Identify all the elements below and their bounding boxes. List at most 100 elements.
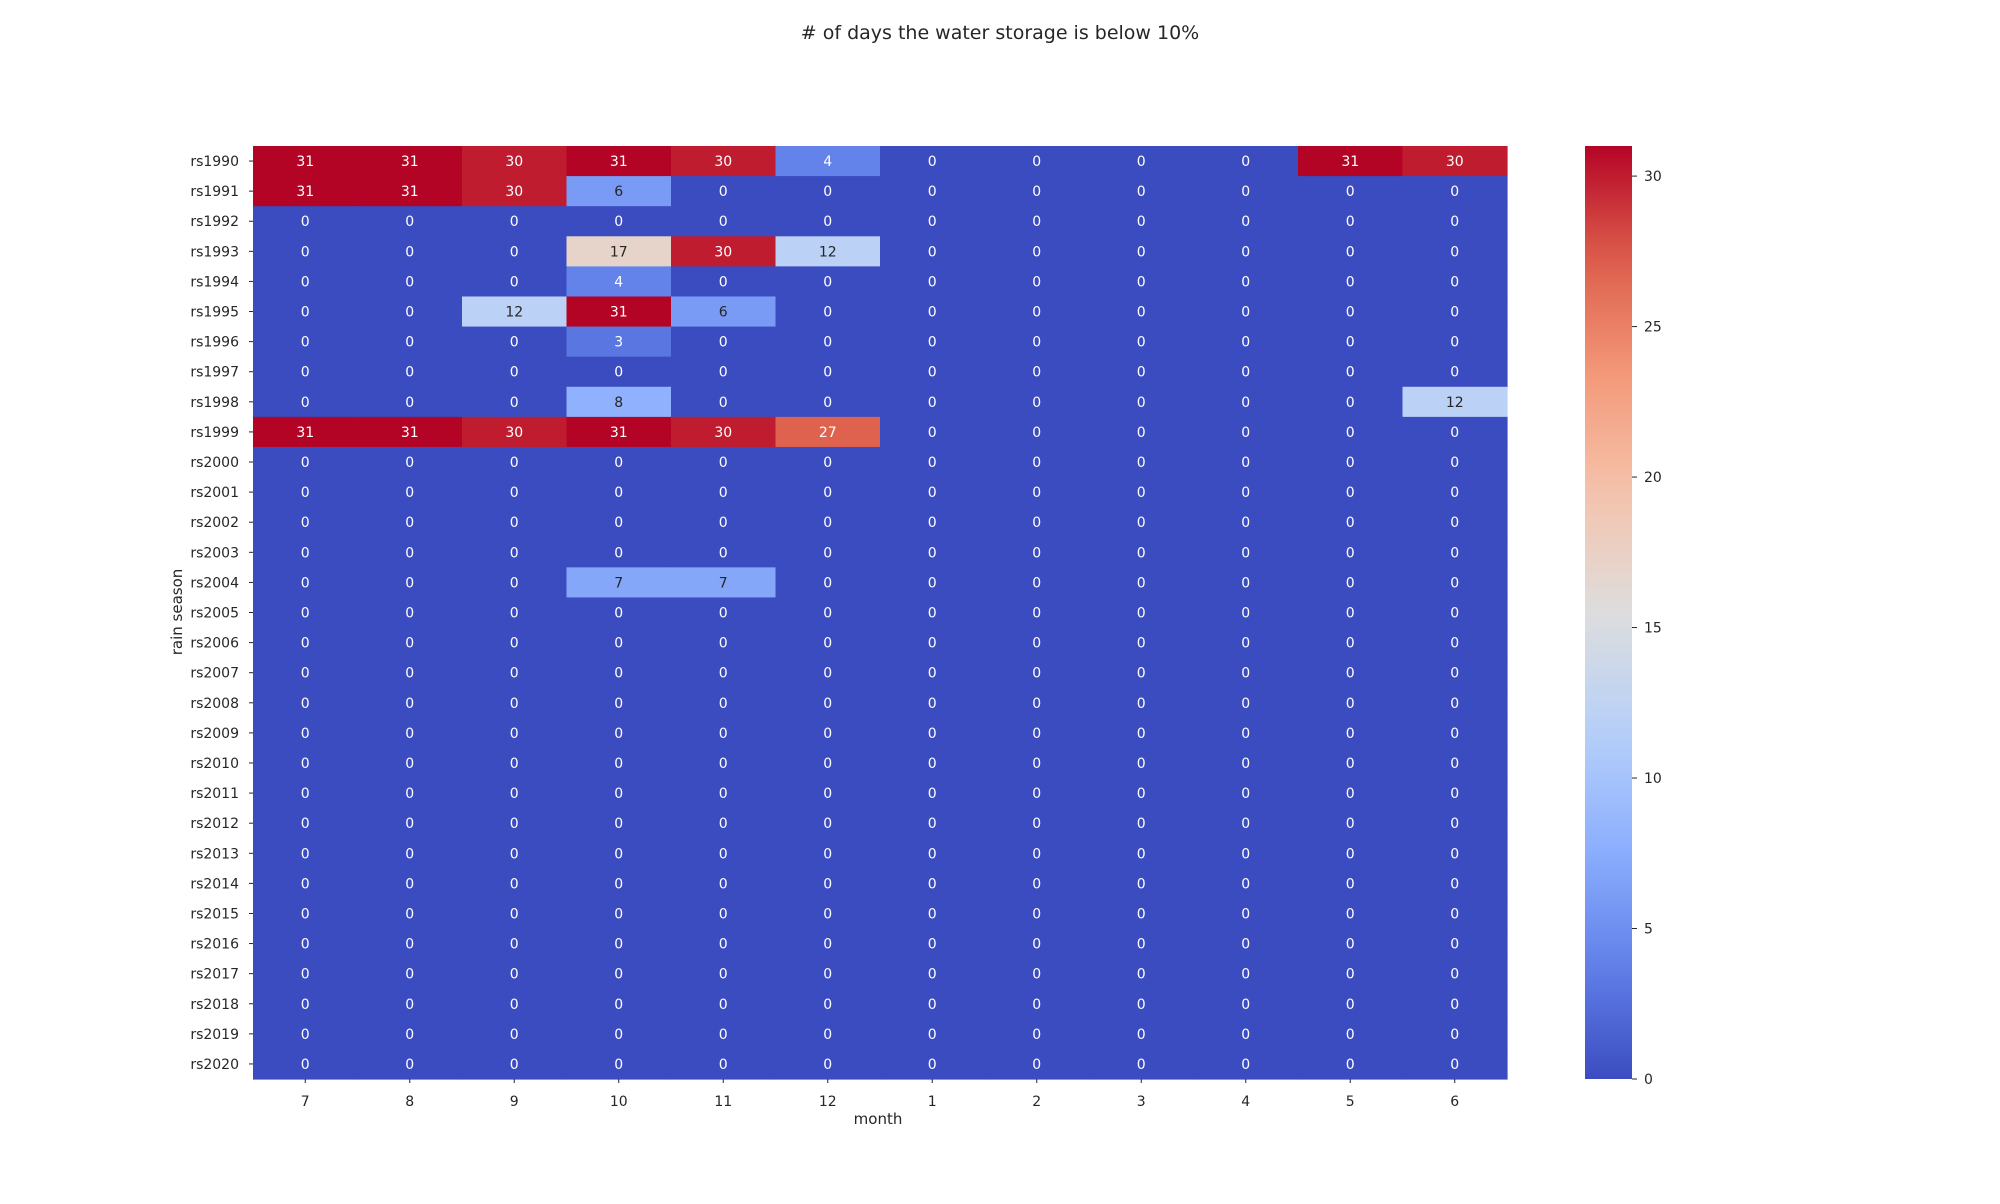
heatmap-cell	[1089, 537, 1195, 568]
heatmap-cell	[984, 567, 1090, 599]
colorbar-tick-label: 25	[1644, 320, 1662, 336]
cell-value-label: 0	[510, 545, 519, 561]
cell-value-label: 0	[1137, 606, 1146, 622]
cell-value-label: 0	[1450, 274, 1459, 290]
heatmap-cell	[253, 1048, 359, 1080]
cell-value-label: 0	[510, 967, 519, 983]
heatmap-cell	[775, 958, 881, 990]
heatmap-cell	[984, 958, 1090, 990]
heatmap-cell	[671, 507, 777, 538]
heatmap-cell	[984, 747, 1090, 779]
heatmap-cell	[253, 236, 359, 267]
cell-value-label: 0	[1450, 636, 1459, 652]
cell-value-label: 30	[505, 154, 523, 170]
cell-value-label: 4	[614, 274, 623, 290]
heatmap-cell	[880, 507, 986, 538]
heatmap-cell	[880, 898, 986, 930]
cell-value-label: 0	[405, 786, 414, 802]
heatmap-cell	[462, 747, 568, 779]
heatmap-cell	[1298, 778, 1404, 809]
cell-value-label: 0	[1032, 515, 1041, 531]
heatmap-cell	[1193, 416, 1299, 448]
cell-value-label: 0	[823, 575, 832, 591]
cell-value-label: 0	[1346, 545, 1355, 561]
cell-value-label: 0	[719, 606, 728, 622]
cell-value-label: 30	[714, 154, 732, 170]
cell-value-label: 4	[823, 154, 832, 170]
cell-value-label: 0	[823, 1057, 832, 1073]
y-tick-label: rs2013	[190, 846, 239, 862]
heatmap-cell	[1298, 446, 1404, 478]
cell-value-label: 0	[1346, 575, 1355, 591]
heatmap-cell	[1089, 146, 1195, 177]
heatmap-cell	[1193, 1048, 1299, 1080]
heatmap-cell	[462, 356, 568, 388]
heatmap-cell	[1298, 236, 1404, 267]
cell-value-label: 0	[1137, 214, 1146, 230]
heatmap-cell	[1193, 898, 1299, 930]
heatmap-cell	[880, 266, 986, 298]
cell-value-label: 0	[719, 274, 728, 290]
cell-value-label: 0	[1137, 395, 1146, 411]
cell-value-label: 0	[614, 846, 623, 862]
heatmap-cell	[1089, 416, 1195, 448]
cell-value-label: 0	[1346, 335, 1355, 351]
cell-value-label: 0	[1450, 485, 1459, 501]
heatmap-cell	[984, 146, 1090, 177]
heatmap-cell	[1402, 747, 1508, 779]
cell-value-label: 0	[1450, 666, 1459, 682]
cell-value-label: 0	[928, 906, 937, 922]
cell-value-label: 0	[1032, 666, 1041, 682]
heatmap-cell	[253, 808, 359, 839]
cell-value-label: 0	[1032, 244, 1041, 260]
cell-value-label: 0	[1450, 214, 1459, 230]
heatmap-cell	[671, 687, 777, 719]
cell-value-label: 0	[1450, 726, 1459, 742]
heatmap-cell	[566, 507, 672, 538]
heatmap-cell	[1298, 627, 1404, 659]
cell-value-label: 0	[928, 184, 937, 200]
cell-value-label: 0	[1346, 244, 1355, 260]
cell-value-label: 0	[1346, 846, 1355, 862]
heatmap-cell	[671, 1018, 777, 1050]
heatmap-cell	[1193, 717, 1299, 749]
y-tick-label: rs2000	[190, 455, 239, 471]
cell-value-label: 0	[1450, 575, 1459, 591]
cell-value-label: 0	[928, 846, 937, 862]
heatmap-cell	[1298, 1018, 1404, 1050]
cell-value-label: 0	[301, 786, 310, 802]
heatmap-cell	[462, 627, 568, 659]
heatmap-cell	[671, 537, 777, 568]
y-tick-label: rs2018	[190, 997, 239, 1013]
heatmap-cell	[1089, 446, 1195, 478]
cell-value-label: 0	[1241, 636, 1250, 652]
heatmap-cell	[357, 988, 463, 1020]
heatmap-cell	[1298, 567, 1404, 599]
heatmap-cell	[775, 537, 881, 568]
y-tick-label: rs2008	[190, 696, 239, 712]
heatmap-cell	[671, 838, 777, 869]
cell-value-label: 0	[1450, 1027, 1459, 1043]
cell-value-label: 0	[1450, 455, 1459, 471]
heatmap-cell	[462, 928, 568, 960]
cell-value-label: 0	[1137, 786, 1146, 802]
heatmap-cell	[1298, 687, 1404, 719]
heatmap-cell	[671, 567, 777, 599]
heatmap-cell	[671, 356, 777, 388]
cell-value-label: 0	[1137, 455, 1146, 471]
cell-value-label: 0	[823, 455, 832, 471]
cell-value-label: 0	[928, 485, 937, 501]
cell-value-label: 0	[719, 184, 728, 200]
cell-value-label: 0	[1346, 214, 1355, 230]
cell-value-label: 0	[1032, 937, 1041, 953]
cell-value-label: 0	[928, 786, 937, 802]
heatmap-cell	[566, 1048, 672, 1080]
heatmap-cell	[775, 567, 881, 599]
heatmap-cell	[566, 146, 672, 177]
heatmap-cell	[1089, 206, 1195, 237]
heatmap-cell	[462, 808, 568, 839]
cell-value-label: 0	[405, 666, 414, 682]
y-tick-label: rs1990	[190, 154, 239, 170]
heatmap-cell	[775, 146, 881, 177]
heatmap-cell	[357, 266, 463, 298]
